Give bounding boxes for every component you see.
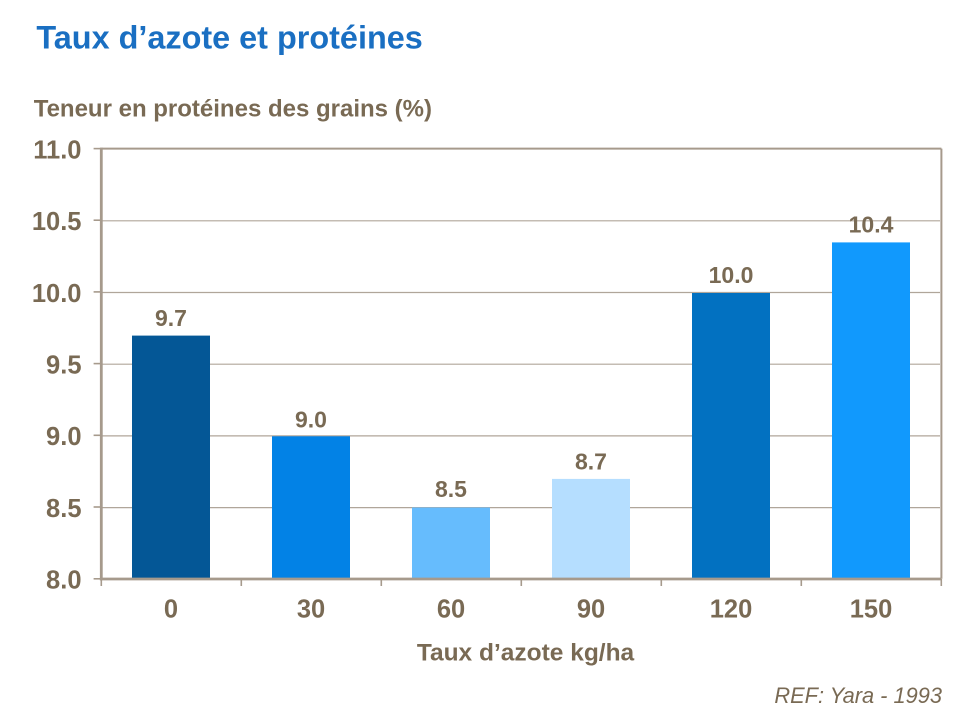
svg-text:Taux d’azote et protéines: Taux d’azote et protéines — [36, 19, 422, 55]
svg-text:REF: Yara - 1993: REF: Yara - 1993 — [774, 683, 942, 708]
svg-text:8.5: 8.5 — [46, 495, 81, 523]
svg-text:Taux d’azote kg/ha: Taux d’azote kg/ha — [417, 639, 635, 666]
svg-text:9.7: 9.7 — [155, 305, 187, 331]
svg-text:8.5: 8.5 — [435, 476, 467, 502]
svg-text:60: 60 — [437, 595, 465, 623]
svg-text:9.5: 9.5 — [46, 352, 81, 380]
svg-text:8.7: 8.7 — [575, 449, 607, 475]
svg-text:0: 0 — [164, 595, 178, 623]
svg-text:9.0: 9.0 — [46, 423, 81, 451]
svg-text:10.0: 10.0 — [709, 262, 754, 288]
svg-text:8.0: 8.0 — [46, 567, 81, 595]
svg-text:Teneur en protéines des grains: Teneur en protéines des grains (%) — [34, 96, 432, 123]
svg-text:10.5: 10.5 — [32, 208, 82, 236]
svg-text:90: 90 — [577, 595, 605, 623]
svg-text:11.0: 11.0 — [33, 137, 81, 165]
svg-text:10.4: 10.4 — [849, 211, 894, 237]
svg-text:30: 30 — [297, 595, 325, 623]
svg-text:150: 150 — [850, 595, 893, 623]
svg-text:120: 120 — [710, 595, 753, 623]
svg-text:10.0: 10.0 — [32, 280, 82, 308]
svg-text:9.0: 9.0 — [295, 407, 327, 433]
